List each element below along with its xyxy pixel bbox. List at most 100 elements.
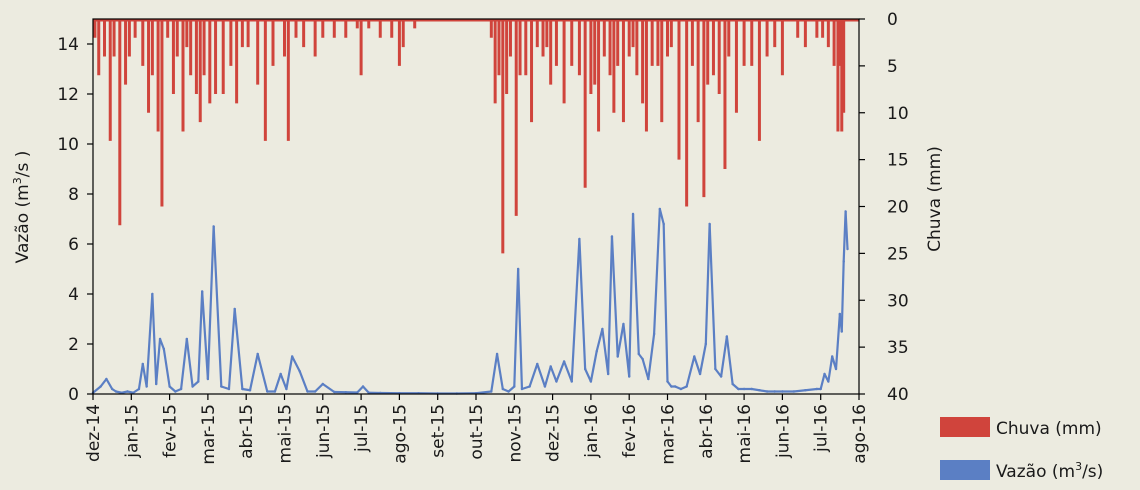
flow-point xyxy=(638,353,640,355)
flow-segment xyxy=(250,354,258,390)
flow-point xyxy=(827,380,829,382)
flow-point xyxy=(197,380,199,382)
flow-point xyxy=(555,380,557,382)
flow-point xyxy=(705,343,707,345)
flow-segment xyxy=(147,294,153,387)
flow-point xyxy=(186,338,188,340)
flow-segment xyxy=(198,292,202,382)
flow-point xyxy=(781,390,783,392)
flow-segment xyxy=(229,309,235,389)
flow-segment xyxy=(687,357,695,387)
flow-segment xyxy=(648,334,654,379)
flow-point xyxy=(693,355,695,357)
flow-segment xyxy=(106,379,112,389)
left-tick-label: 4 xyxy=(68,285,79,305)
flow-segment xyxy=(315,384,323,392)
flow-point xyxy=(314,390,316,392)
flow-point xyxy=(685,385,687,387)
flow-segment xyxy=(275,374,281,392)
flow-point xyxy=(115,390,117,392)
flow-point xyxy=(611,235,613,237)
x-tick-label: mar-16 xyxy=(659,404,679,465)
flow-point xyxy=(708,223,710,225)
flow-point xyxy=(507,390,509,392)
flow-point xyxy=(201,290,203,292)
x-tick-label: jun-15 xyxy=(314,404,334,459)
flow-point xyxy=(632,213,634,215)
flow-segment xyxy=(214,227,222,387)
x-tick-label: mar-15 xyxy=(199,404,219,465)
flow-point xyxy=(528,385,530,387)
flow-point xyxy=(322,383,324,385)
flow-segment xyxy=(551,367,557,382)
flow-point xyxy=(356,391,358,393)
flow-point xyxy=(306,390,308,392)
flow-segment xyxy=(101,379,107,387)
flow-segment xyxy=(363,387,369,393)
flow-point xyxy=(99,385,101,387)
flow-point xyxy=(111,388,113,390)
flow-point xyxy=(362,385,364,387)
x-tick-label: mai-16 xyxy=(735,404,755,463)
flow-segment xyxy=(323,384,334,392)
x-tick-label: dez-15 xyxy=(544,404,564,462)
right-tick-label: 10 xyxy=(887,104,909,124)
flow-segment xyxy=(612,237,618,357)
flow-segment xyxy=(152,294,156,384)
flow-point xyxy=(151,293,153,295)
flow-segment xyxy=(221,387,229,390)
flow-point xyxy=(138,388,140,390)
x-tick-label: mai-15 xyxy=(276,404,296,463)
right-tick-label: 30 xyxy=(887,291,909,311)
rain-series xyxy=(93,19,859,253)
flow-point xyxy=(266,390,268,392)
legend-label-vazao: Vazão (m3/s) xyxy=(996,460,1103,482)
flow-segment xyxy=(700,344,706,374)
flow-point xyxy=(842,260,844,262)
flow-point xyxy=(333,391,335,393)
flow-segment xyxy=(514,269,518,387)
x-tick-label: fev-16 xyxy=(620,404,640,458)
flow-point xyxy=(628,375,630,377)
flow-segment xyxy=(805,389,816,390)
flow-point xyxy=(220,385,222,387)
flow-point xyxy=(841,330,843,332)
x-tick-label: jul-16 xyxy=(812,404,832,453)
left-tick-label: 6 xyxy=(68,235,79,255)
right-tick-label: 25 xyxy=(887,244,909,264)
x-tick-label: jan-15 xyxy=(122,404,142,459)
flow-point xyxy=(145,385,147,387)
flow-segment xyxy=(292,357,300,372)
y-right-label: Chuva (mm) xyxy=(925,146,945,252)
flow-segment xyxy=(618,324,624,357)
flow-point xyxy=(714,368,716,370)
flow-point xyxy=(751,388,753,390)
flow-segment xyxy=(202,292,208,380)
flow-segment xyxy=(828,357,832,382)
left-tick-label: 0 xyxy=(68,385,79,405)
flow-point xyxy=(105,378,107,380)
flow-point xyxy=(207,378,209,380)
left-tick-label: 14 xyxy=(57,35,79,55)
flow-point xyxy=(766,390,768,392)
flow-segment xyxy=(694,357,700,375)
flow-point xyxy=(180,388,182,390)
flow-segment xyxy=(491,354,497,392)
flow-segment xyxy=(710,224,716,369)
x-tick-label: ago-15 xyxy=(390,404,410,464)
flow-point xyxy=(758,389,760,391)
right-tick-label: 40 xyxy=(887,385,909,405)
flow-segment xyxy=(518,269,522,389)
flow-point xyxy=(279,373,281,375)
flow-segment xyxy=(476,392,491,394)
flow-point xyxy=(720,375,722,377)
flow-segment xyxy=(727,337,733,385)
flow-point xyxy=(490,390,492,392)
flow-point xyxy=(345,391,347,393)
flow-segment xyxy=(572,239,580,382)
flow-segment xyxy=(286,357,292,390)
flow-point xyxy=(641,358,643,360)
flow-segment xyxy=(164,349,170,387)
flow-segment xyxy=(139,364,143,389)
